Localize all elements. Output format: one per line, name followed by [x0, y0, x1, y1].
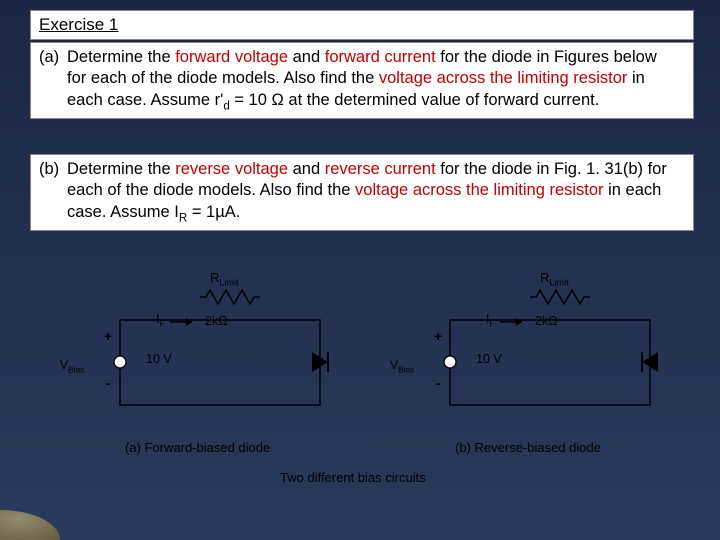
title-text: Exercise 1 [39, 15, 118, 34]
minus-b: - [436, 375, 441, 391]
vbias-a-sub: Bias [68, 364, 84, 374]
resistor-a-icon [200, 288, 260, 306]
minus-a: - [106, 375, 111, 391]
caption-b: (b) Reverse-biased diode [455, 440, 601, 455]
b-seg1: Determine the [67, 160, 175, 178]
rlimit-a-sub: Limit [219, 278, 238, 288]
if-a-sub: F [159, 319, 164, 329]
a-hl1: forward voltage [175, 48, 288, 66]
rlimit-b-label: RLimit [540, 270, 569, 288]
a-hl2: forward current [325, 48, 436, 66]
figures-area: RLimit IF 2kΩ + - VBias 10 V (a) Forward… [0, 270, 720, 510]
part-a-body: Determine the forward voltage and forwar… [67, 47, 677, 114]
vvalue-b: 10 V [476, 352, 502, 366]
b-seg2: and [288, 160, 325, 178]
resistor-b-icon [530, 288, 590, 306]
vbias-a: VBias [60, 358, 84, 374]
if-b-sub: F [489, 319, 494, 329]
part-b-box: (b)Determine the reverse voltage and rev… [30, 154, 694, 231]
b-hl2: reverse current [325, 160, 436, 178]
if-b: IF [486, 312, 495, 329]
vbias-a-v: V [60, 358, 68, 372]
plus-b: + [434, 328, 442, 344]
b-sub4: R [179, 212, 187, 224]
vvalue-a: 10 V [146, 352, 172, 366]
a-hl3: voltage across the limiting resistor [379, 69, 628, 87]
a-seg2: and [288, 48, 325, 66]
b-seg5: = 1µA. [187, 203, 240, 221]
caption-a: (a) Forward-biased diode [125, 440, 270, 455]
rlimit-b-sub: Limit [549, 278, 568, 288]
a-seg5: = 10 Ω at the determined value of forwar… [230, 91, 600, 109]
vbias-b-sub: Bias [398, 364, 414, 374]
part-a-box: (a)Determine the forward voltage and for… [30, 42, 694, 119]
part-b-label: (b) [39, 159, 67, 180]
part-b-body: Determine the reverse voltage and revers… [67, 159, 677, 226]
a-seg1: Determine the [67, 48, 175, 66]
if-a: IF [156, 312, 165, 329]
rvalue-b: 2kΩ [535, 314, 558, 328]
rlimit-a-label: RLimit [210, 270, 239, 288]
b-hl1: reverse voltage [175, 160, 288, 178]
exercise-title: Exercise 1 [30, 10, 694, 40]
part-a-label: (a) [39, 47, 67, 68]
plus-a: + [104, 328, 112, 344]
rlimit-a: R [210, 270, 219, 285]
vbias-b: VBias [390, 358, 414, 374]
rvalue-a: 2kΩ [205, 314, 228, 328]
b-hl3: voltage across the limiting resistor [355, 181, 604, 199]
caption-main: Two different bias circuits [280, 470, 426, 485]
vbias-b-v: V [390, 358, 398, 372]
rlimit-b: R [540, 270, 549, 285]
template-coin-decoration [0, 510, 60, 540]
